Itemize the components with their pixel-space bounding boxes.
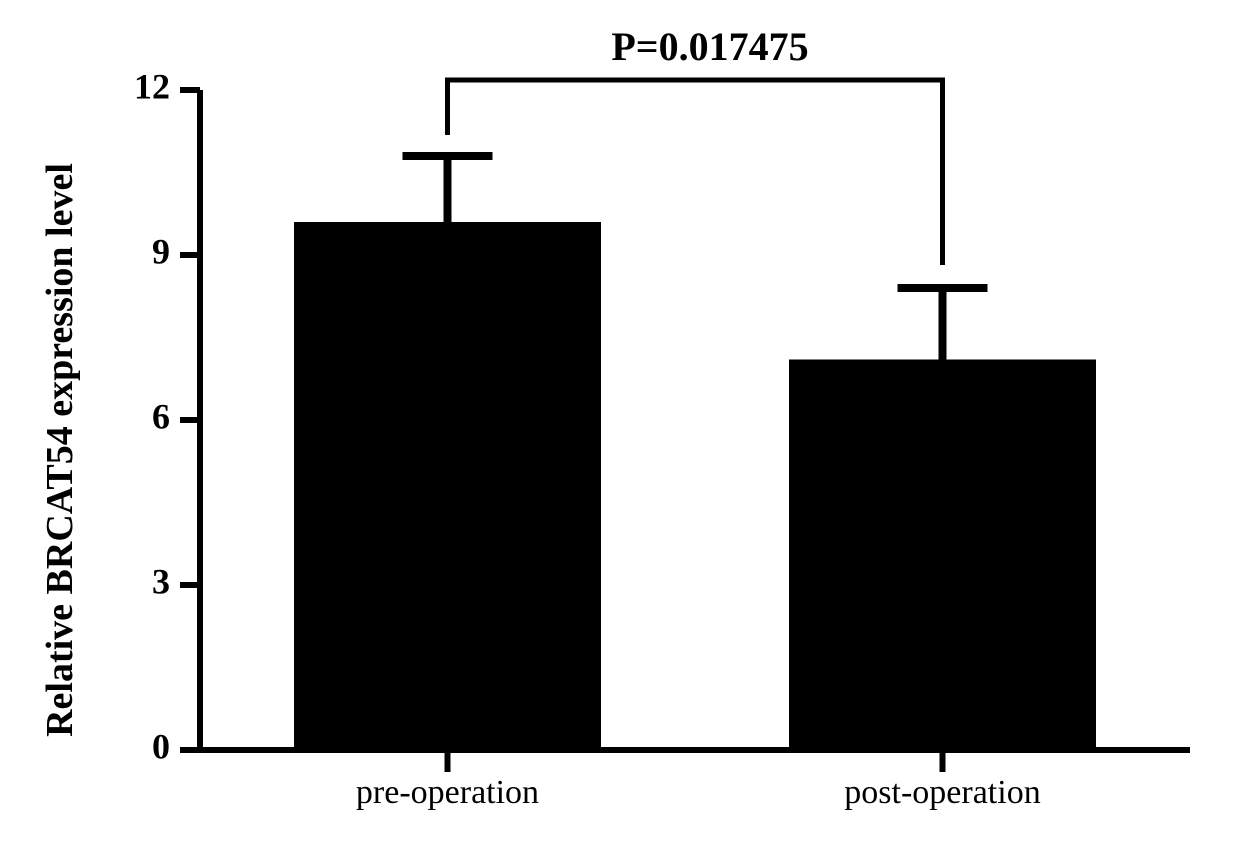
ytick-label: 0	[152, 726, 170, 766]
x-ticks: pre-operation post-operation	[356, 750, 1041, 811]
bar-chart: Relative BRCAT54 expression level P=0.01…	[40, 20, 1220, 820]
chart-svg: Relative BRCAT54 expression level P=0.01…	[40, 20, 1220, 820]
bar-post-operation	[789, 360, 1096, 751]
ytick-label: 3	[152, 561, 170, 601]
y-ticks: 0 3 6 9 12	[134, 66, 200, 766]
ytick-label: 6	[152, 396, 170, 436]
xtick-label: post-operation	[844, 774, 1040, 811]
ytick-label: 9	[152, 231, 170, 271]
ytick-label: 12	[134, 66, 170, 106]
y-axis-label: Relative BRCAT54 expression level	[40, 163, 81, 737]
plot-area: 0 3 6 9 12 pre-operation post-operation	[134, 66, 1190, 811]
xtick-label: pre-operation	[356, 774, 539, 811]
p-value-label: P=0.017475	[611, 24, 808, 69]
bar-pre-operation	[294, 222, 601, 750]
